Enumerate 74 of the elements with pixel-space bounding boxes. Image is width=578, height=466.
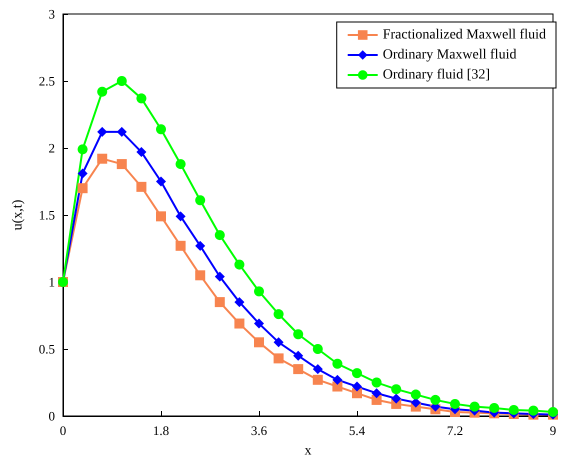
point [195, 195, 206, 206]
point [136, 182, 146, 192]
point [489, 402, 500, 413]
point [214, 272, 225, 282]
point [312, 374, 323, 385]
x-tick-label: 7.2 [446, 423, 464, 438]
point [176, 211, 186, 222]
point [156, 176, 166, 186]
y-axis-title: u(x,t) [10, 199, 26, 230]
point [410, 398, 421, 408]
point [470, 402, 480, 412]
point [156, 124, 166, 134]
point [372, 388, 382, 398]
point [116, 159, 127, 170]
y-tick-label: 0 [48, 408, 55, 424]
x-axis-title: x [304, 444, 312, 458]
point [312, 344, 323, 354]
point [136, 93, 146, 104]
point [136, 147, 146, 158]
point [78, 183, 88, 194]
point [214, 230, 225, 240]
point [116, 126, 127, 137]
x-tick-label: 5.4 [348, 423, 366, 438]
point [352, 368, 362, 378]
x-tick-label: 3.6 [250, 423, 268, 438]
point [274, 309, 284, 320]
point [293, 350, 304, 361]
point [450, 398, 460, 409]
point [116, 76, 127, 86]
point [332, 374, 342, 385]
point [234, 297, 244, 308]
x-tick-label: 0 [60, 423, 66, 438]
point [97, 126, 108, 137]
point [254, 286, 264, 296]
point [312, 364, 323, 374]
point [97, 86, 108, 97]
point [234, 260, 244, 270]
point [254, 318, 264, 329]
y-tick-label: 2 [48, 140, 55, 156]
point [293, 364, 304, 374]
point [195, 240, 206, 251]
x-tick-label: 1.8 [152, 423, 170, 438]
point [274, 353, 284, 364]
point [548, 406, 558, 417]
point [508, 404, 519, 415]
point [293, 329, 304, 340]
point [195, 270, 206, 280]
point [78, 144, 88, 154]
y-tick-label: 2.5 [38, 74, 55, 88]
point [97, 154, 108, 164]
point [156, 211, 166, 222]
legend-label: Fractionalized Maxwell fluid [382, 28, 546, 42]
legend-label: Ordinary Maxwell fluid [382, 48, 516, 62]
point [176, 159, 186, 170]
point [391, 394, 402, 404]
point [430, 394, 440, 405]
point [352, 382, 362, 392]
point [214, 297, 225, 308]
point [254, 337, 264, 348]
point [176, 240, 186, 251]
y-tick-label: 0.5 [38, 342, 55, 356]
point [274, 337, 284, 348]
point [528, 406, 538, 416]
point [372, 378, 382, 388]
point [78, 168, 88, 178]
legend-label: Ordinary fluid [32] [382, 68, 490, 82]
y-tick-label: 1 [48, 274, 55, 290]
point [234, 318, 244, 329]
point [332, 358, 342, 369]
y-tick-label: 1.5 [38, 208, 55, 222]
point [410, 390, 421, 400]
x-tick-label: 9 [550, 423, 556, 438]
point [391, 384, 402, 394]
y-tick-label: 3 [48, 6, 55, 22]
